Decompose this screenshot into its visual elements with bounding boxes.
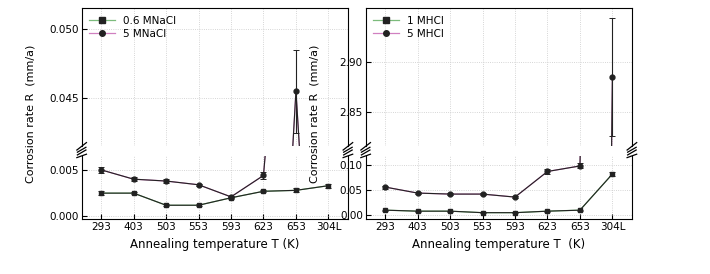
Text: Corrosion rate R  (mm/a): Corrosion rate R (mm/a) bbox=[310, 44, 320, 183]
X-axis label: Annealing temperature T  (K): Annealing temperature T (K) bbox=[413, 238, 585, 250]
X-axis label: Annealing temperature T (K): Annealing temperature T (K) bbox=[130, 238, 300, 250]
Legend: 0.6 MNaCl, 5 MNaCl: 0.6 MNaCl, 5 MNaCl bbox=[87, 13, 178, 41]
Text: Corrosion rate R  (mm/a): Corrosion rate R (mm/a) bbox=[26, 44, 36, 183]
Legend: 1 MHCl, 5 MHCl: 1 MHCl, 5 MHCl bbox=[371, 13, 447, 41]
